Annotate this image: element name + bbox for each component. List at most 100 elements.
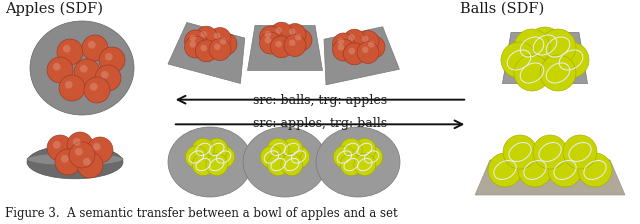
Ellipse shape: [30, 21, 134, 115]
Circle shape: [284, 24, 306, 45]
Circle shape: [88, 41, 95, 49]
Polygon shape: [502, 32, 588, 84]
Circle shape: [348, 34, 355, 41]
Text: src: balls, trg: apples: src: balls, trg: apples: [253, 94, 387, 107]
Circle shape: [189, 35, 196, 41]
Circle shape: [215, 33, 237, 55]
Circle shape: [337, 38, 344, 45]
Circle shape: [357, 30, 379, 52]
Circle shape: [260, 26, 282, 48]
Circle shape: [340, 154, 362, 176]
Circle shape: [295, 34, 301, 41]
Circle shape: [80, 65, 88, 73]
Circle shape: [337, 44, 344, 51]
Circle shape: [200, 45, 207, 51]
Circle shape: [260, 32, 282, 54]
Text: Balls (SDF): Balls (SDF): [460, 2, 544, 16]
Circle shape: [53, 63, 61, 71]
Circle shape: [77, 152, 103, 178]
Ellipse shape: [27, 153, 123, 166]
Circle shape: [200, 31, 207, 38]
Ellipse shape: [27, 145, 123, 179]
Circle shape: [563, 135, 597, 169]
Circle shape: [47, 135, 73, 161]
Circle shape: [275, 41, 282, 47]
Circle shape: [53, 141, 61, 149]
Circle shape: [69, 142, 95, 168]
Circle shape: [63, 45, 70, 53]
Circle shape: [333, 33, 355, 55]
Circle shape: [289, 39, 296, 46]
Circle shape: [75, 148, 83, 156]
Circle shape: [212, 146, 235, 168]
Polygon shape: [324, 27, 399, 85]
Circle shape: [275, 27, 282, 34]
Circle shape: [268, 154, 289, 176]
Circle shape: [514, 55, 550, 91]
Circle shape: [214, 43, 221, 50]
Circle shape: [84, 77, 110, 103]
Circle shape: [271, 36, 292, 58]
Circle shape: [192, 138, 214, 160]
Circle shape: [83, 158, 91, 166]
Circle shape: [271, 22, 292, 44]
Circle shape: [533, 135, 567, 169]
Circle shape: [360, 146, 383, 168]
Circle shape: [368, 41, 374, 47]
Circle shape: [73, 138, 81, 146]
Circle shape: [501, 42, 537, 78]
Polygon shape: [248, 26, 323, 71]
Circle shape: [206, 138, 228, 160]
Circle shape: [362, 35, 369, 42]
Circle shape: [264, 31, 271, 37]
Circle shape: [67, 132, 93, 158]
Circle shape: [284, 34, 306, 56]
Circle shape: [354, 138, 376, 160]
Circle shape: [214, 32, 221, 39]
Circle shape: [553, 42, 589, 78]
Circle shape: [220, 38, 227, 45]
Circle shape: [209, 39, 231, 60]
Circle shape: [362, 46, 369, 53]
Circle shape: [87, 137, 113, 163]
Circle shape: [99, 47, 125, 73]
Circle shape: [195, 40, 218, 62]
Circle shape: [206, 154, 228, 176]
Circle shape: [55, 149, 81, 175]
Circle shape: [184, 36, 207, 58]
Circle shape: [192, 154, 214, 176]
Circle shape: [518, 153, 552, 187]
Text: Apples (SDF): Apples (SDF): [5, 2, 103, 16]
Circle shape: [344, 29, 365, 51]
Circle shape: [65, 81, 73, 89]
Circle shape: [488, 153, 522, 187]
Circle shape: [189, 41, 196, 47]
Circle shape: [287, 146, 310, 168]
Circle shape: [578, 153, 612, 187]
Circle shape: [105, 53, 113, 61]
Circle shape: [95, 65, 121, 91]
Circle shape: [548, 153, 582, 187]
Circle shape: [503, 135, 537, 169]
Circle shape: [184, 30, 207, 52]
Circle shape: [289, 28, 296, 35]
Circle shape: [195, 26, 218, 48]
Circle shape: [281, 154, 303, 176]
Circle shape: [333, 39, 355, 61]
Text: src: apples, trg: balls: src: apples, trg: balls: [253, 117, 387, 130]
Polygon shape: [475, 160, 625, 195]
Ellipse shape: [243, 127, 327, 197]
Circle shape: [186, 146, 207, 168]
Circle shape: [268, 138, 289, 160]
Circle shape: [514, 29, 550, 65]
Circle shape: [281, 138, 303, 160]
Circle shape: [101, 71, 109, 79]
Circle shape: [348, 48, 355, 54]
Ellipse shape: [316, 127, 400, 197]
Circle shape: [74, 59, 100, 85]
Circle shape: [333, 146, 355, 168]
Ellipse shape: [168, 127, 252, 197]
Circle shape: [93, 143, 100, 151]
Circle shape: [260, 146, 282, 168]
Circle shape: [82, 35, 108, 61]
